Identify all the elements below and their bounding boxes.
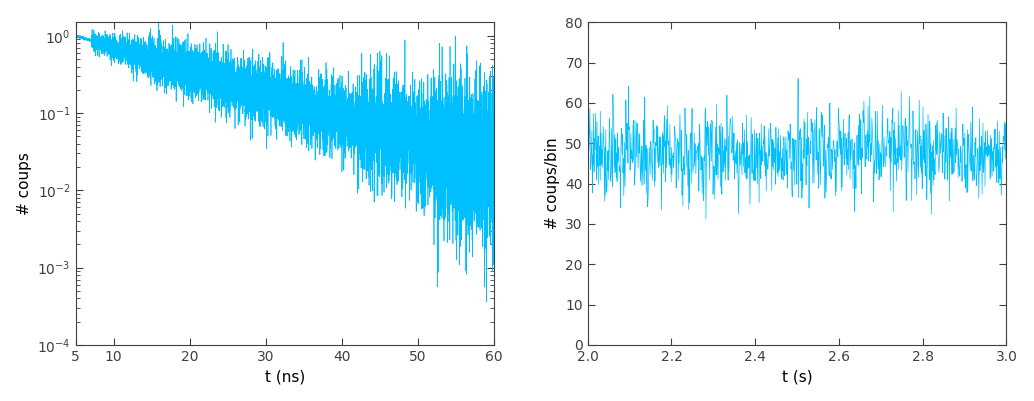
Y-axis label: # coups: # coups bbox=[17, 152, 32, 215]
Y-axis label: # coups/bin: # coups/bin bbox=[545, 138, 559, 229]
X-axis label: t (s): t (s) bbox=[782, 369, 813, 384]
X-axis label: t (ns): t (ns) bbox=[265, 369, 305, 384]
